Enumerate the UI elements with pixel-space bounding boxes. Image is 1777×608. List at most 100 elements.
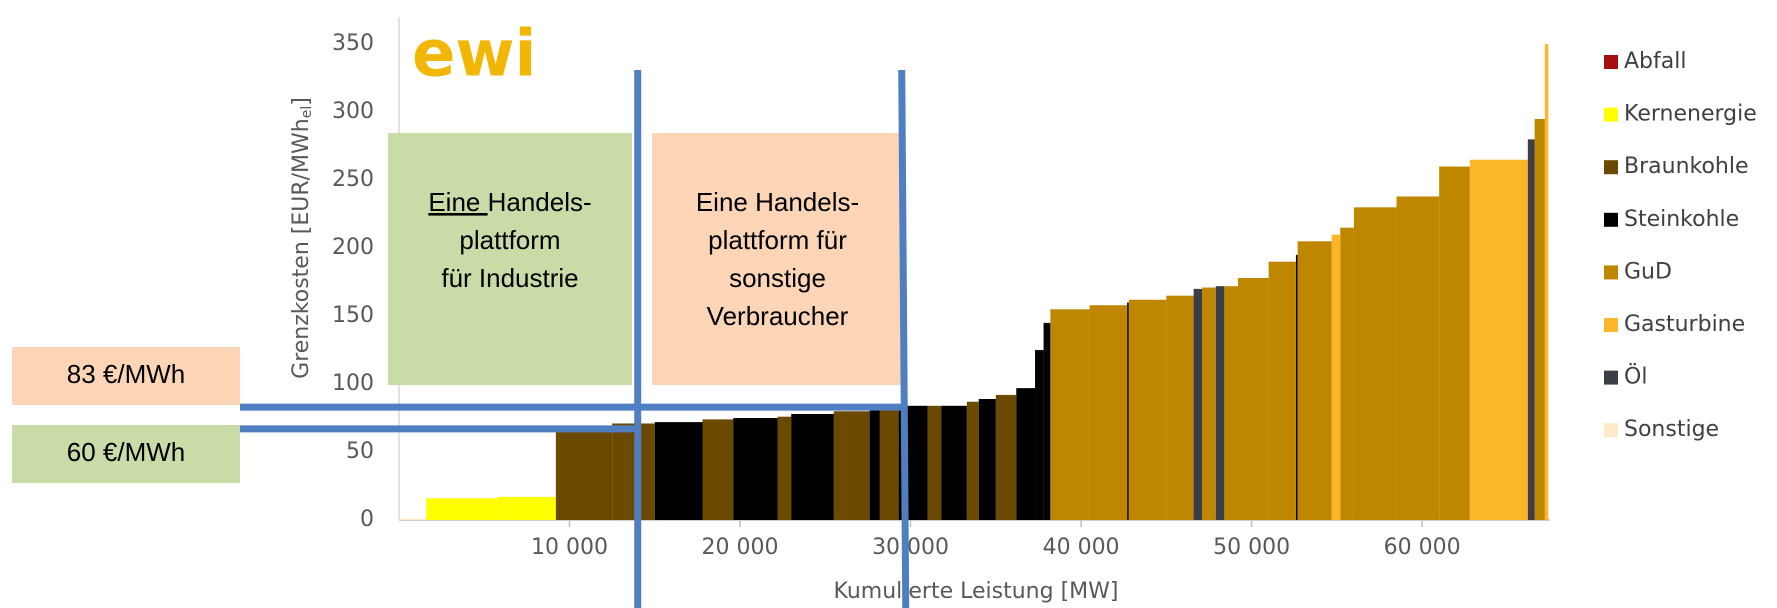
legend-label: Öl — [1624, 364, 1647, 390]
legend-label: Abfall — [1624, 49, 1686, 74]
capacity-block — [1035, 350, 1044, 520]
capacity-block — [879, 408, 899, 520]
box-text-line: Verbraucher — [707, 301, 849, 331]
legend-label: GuD — [1624, 259, 1672, 284]
capacity-block — [399, 518, 427, 520]
capacity-block — [1396, 196, 1440, 520]
capacity-block — [733, 418, 778, 520]
legend-swatch — [1604, 265, 1618, 280]
legend-label: Gasturbine — [1624, 312, 1745, 337]
legend-swatch — [1604, 370, 1618, 385]
capacity-block — [1268, 261, 1296, 520]
capacity-block — [1202, 287, 1216, 520]
y-label-end: ] — [289, 97, 314, 106]
capacity-block — [1353, 207, 1397, 520]
y-tick-label: 200 — [332, 235, 374, 260]
capacity-block — [1331, 234, 1341, 520]
x-tick-label: 60 000 — [1384, 535, 1461, 560]
y-tick-label: 100 — [332, 371, 374, 396]
legend-swatch — [1604, 318, 1618, 332]
capacity-block — [1295, 254, 1298, 521]
x-tick-label: 10 000 — [531, 535, 608, 560]
box-text-line: Handels- — [488, 187, 592, 217]
capacity-block — [555, 426, 613, 520]
capacity-block — [941, 405, 967, 520]
capacity-block — [1050, 309, 1090, 520]
capacity-block — [1534, 118, 1545, 520]
box-text-line: plattform für — [708, 225, 847, 255]
x-tick-label: 50 000 — [1213, 535, 1290, 560]
box-text: Eine Handels- — [428, 187, 591, 217]
box-text: plattform — [459, 225, 560, 255]
capacity-block — [1016, 388, 1036, 520]
price-label: 83 €/MWh — [67, 359, 186, 389]
capacity-block — [702, 419, 734, 520]
demand-line — [898, 69, 910, 608]
x-tick-label: 40 000 — [1043, 535, 1120, 560]
legend-label: Kernenergie — [1624, 102, 1757, 127]
capacity-block — [1224, 286, 1238, 520]
y-axis-label: Grenzkosten [EUR/MWhel] — [289, 97, 315, 379]
logo: ewi — [412, 18, 536, 92]
capacity-block — [1527, 139, 1535, 520]
capacity-block — [1237, 278, 1269, 520]
capacity-block — [777, 416, 792, 520]
capacity-block — [869, 409, 880, 520]
legend-label: Braunkohle — [1624, 154, 1749, 179]
capacity-block — [1127, 302, 1129, 520]
legend-swatch — [1604, 423, 1618, 438]
box-text-underlined: Eine — [428, 187, 487, 217]
capacity-block — [791, 413, 834, 520]
box-text: für Industrie — [441, 263, 578, 293]
capacity-block — [995, 394, 1017, 520]
x-axis-label: Kumulierte Leistung [MW] — [834, 579, 1119, 604]
y-label-sub: el — [299, 106, 315, 119]
y-tick-label: 350 — [332, 31, 374, 56]
capacity-block — [927, 405, 942, 520]
box-text-line: Eine Handels- — [696, 187, 859, 217]
capacity-block — [833, 411, 870, 520]
y-tick-label: 50 — [346, 439, 374, 464]
price-box — [12, 347, 240, 405]
box-text-line: plattform — [459, 225, 560, 255]
capacity-block — [497, 496, 556, 520]
capacity-block — [978, 399, 996, 520]
box-text-line: sonstige — [729, 263, 826, 293]
price-box — [12, 425, 240, 483]
y-tick-label: 0 — [360, 507, 374, 532]
box-text: Eine Handels- — [696, 187, 859, 217]
capacity-block — [1128, 299, 1167, 520]
legend-label: Sonstige — [1624, 417, 1719, 442]
price-label: 60 €/MWh — [67, 437, 186, 467]
capacity-block — [1166, 295, 1194, 520]
y-tick-label: 300 — [332, 99, 374, 124]
legend-swatch — [1604, 55, 1618, 69]
legend-label: Steinkohle — [1624, 207, 1739, 232]
legend-swatch — [1604, 160, 1618, 175]
capacity-block — [654, 422, 703, 520]
box-text-line: für Industrie — [441, 263, 578, 293]
box-text: plattform für — [708, 225, 847, 255]
capacity-block — [612, 423, 655, 520]
text-box — [388, 133, 632, 385]
x-tick-label: 30 000 — [872, 535, 949, 560]
box-text: Verbraucher — [707, 301, 849, 331]
capacity-block — [966, 401, 979, 520]
x-tick-label: 20 000 — [702, 535, 779, 560]
capacity-block — [426, 498, 498, 520]
capacity-block — [1215, 286, 1225, 520]
y-tick-label: 250 — [332, 167, 374, 192]
legend-swatch — [1604, 212, 1618, 227]
capacity-block — [1469, 159, 1528, 521]
capacity-block — [1089, 305, 1128, 520]
y-tick-label: 150 — [332, 303, 374, 328]
text-box — [652, 133, 903, 385]
capacity-block — [1043, 322, 1051, 520]
box-text: sonstige — [729, 263, 826, 293]
y-label-text: Grenzkosten [EUR/MWh — [289, 118, 314, 379]
legend-swatch — [1604, 107, 1618, 122]
capacity-block — [1297, 241, 1332, 521]
capacity-block — [1544, 44, 1549, 521]
capacity-block — [1340, 227, 1354, 520]
